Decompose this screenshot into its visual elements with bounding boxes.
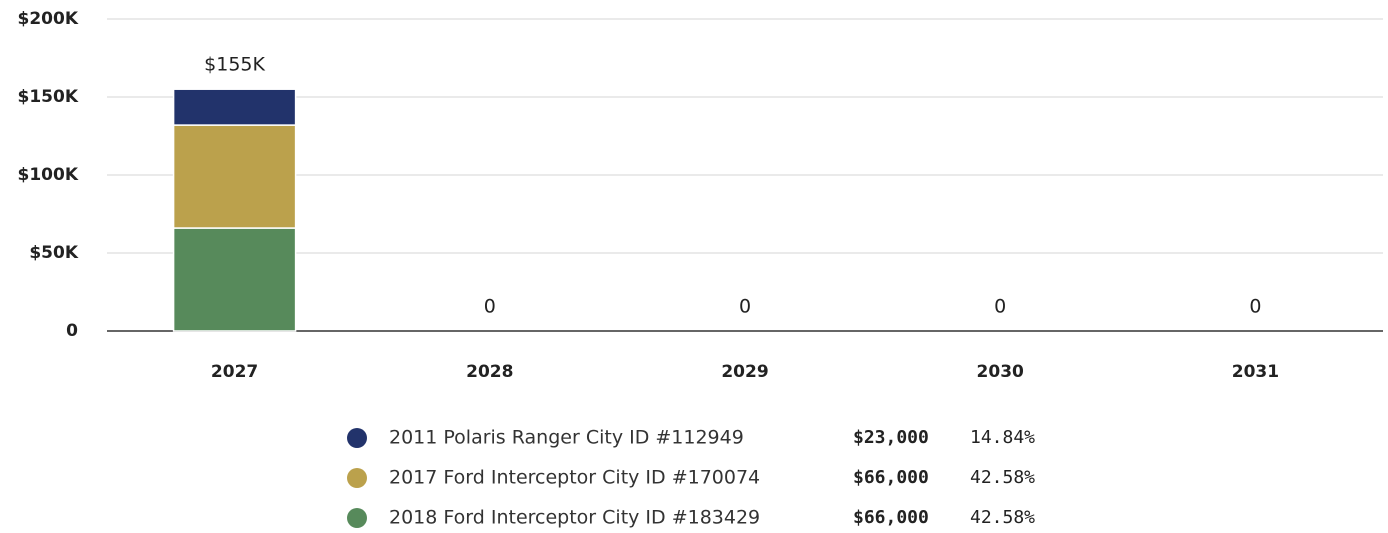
x-tick-label: 2030 (977, 362, 1024, 382)
legend-swatch (347, 508, 367, 528)
y-tick-label: $100K (18, 165, 79, 185)
y-tick-label: 0 (66, 321, 78, 341)
bar-segment (172, 88, 297, 126)
total-label: $155K (204, 54, 265, 76)
legend-share: 42.58% (970, 467, 1035, 488)
y-tick-label: $50K (29, 243, 78, 263)
legend-swatch (347, 468, 367, 488)
legend-amount: $66,000 (853, 467, 929, 488)
legend-label: 2018 Ford Interceptor City ID #183429 (389, 507, 760, 529)
legend-amount: $23,000 (853, 427, 929, 448)
legend-label: 2011 Polaris Ranger City ID #112949 (389, 427, 744, 449)
total-label: 0 (994, 296, 1006, 318)
x-tick-label: 2027 (211, 362, 258, 382)
x-tick-label: 2028 (466, 362, 513, 382)
legend-amount: $66,000 (853, 507, 929, 528)
bar-segment (172, 124, 297, 229)
y-tick-label: $200K (18, 9, 79, 29)
x-tick-label: 2029 (721, 362, 768, 382)
legend-share: 42.58% (970, 507, 1035, 528)
total-label: 0 (739, 296, 751, 318)
x-tick-label: 2031 (1232, 362, 1279, 382)
legend-label: 2017 Ford Interceptor City ID #170074 (389, 467, 760, 489)
y-tick-label: $150K (18, 87, 79, 107)
total-label: 0 (484, 296, 496, 318)
bar-segment (172, 227, 297, 332)
legend-swatch (347, 428, 367, 448)
legend-share: 14.84% (970, 427, 1035, 448)
total-label: 0 (1249, 296, 1261, 318)
